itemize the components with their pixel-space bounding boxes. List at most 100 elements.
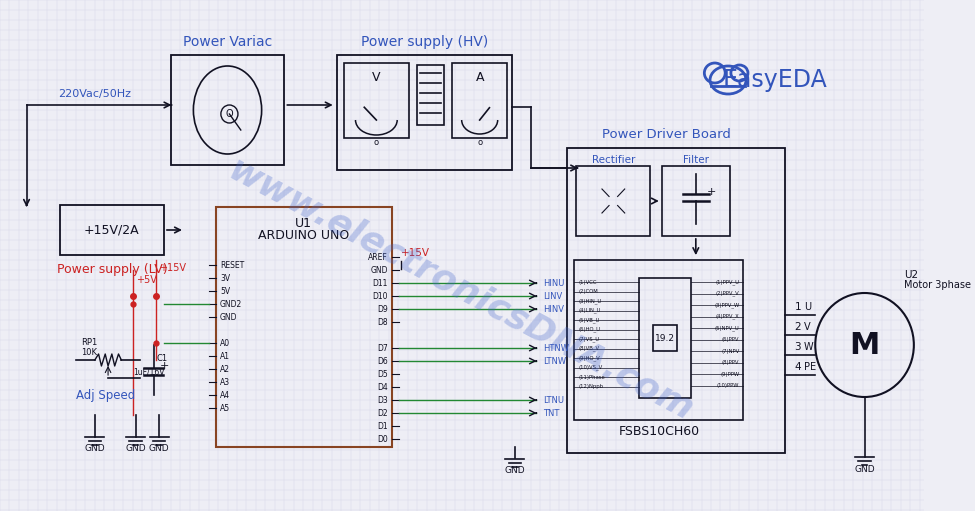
Text: U2: U2 [905,270,918,280]
Text: (2)PPV_V: (2)PPV_V [716,291,739,296]
Text: 1: 1 [795,302,801,312]
Text: (6)HO_U: (6)HO_U [578,327,601,332]
Text: A5: A5 [220,404,230,412]
Text: W: W [803,342,813,352]
Text: 5V: 5V [220,287,230,295]
Bar [452,63,507,138]
Text: o: o [477,137,483,147]
Text: D8: D8 [377,317,388,327]
Text: (11)Phase: (11)Phase [578,375,605,380]
Text: HINU: HINU [543,278,565,288]
Text: D1: D1 [377,422,388,430]
Text: GND: GND [370,266,388,274]
Text: +15V: +15V [401,248,430,258]
Text: 220Vac/50Hz: 220Vac/50Hz [58,89,132,99]
Bar [574,260,743,420]
Bar [417,65,444,125]
Text: V: V [803,322,810,332]
Text: U1: U1 [295,217,312,229]
Text: 10K: 10K [82,347,98,357]
Text: (8)PPV: (8)PPV [722,360,739,365]
Text: D5: D5 [377,369,388,379]
Text: (7)VS_U: (7)VS_U [578,336,600,342]
Text: (3)PPV_W: (3)PPV_W [714,302,739,308]
Text: D0: D0 [377,434,388,444]
Text: Power supply (LV): Power supply (LV) [57,263,167,275]
Text: GND: GND [220,313,238,321]
Text: (2)COM: (2)COM [578,289,598,294]
Text: C1: C1 [156,354,168,362]
Text: LTNU: LTNU [543,396,565,405]
Text: TNT: TNT [543,408,560,417]
Text: ARDUINO UNO: ARDUINO UNO [258,228,349,242]
Text: M: M [849,331,879,360]
Text: Adj Speed: Adj Speed [76,388,136,402]
Bar [652,325,678,351]
Bar [566,148,785,453]
Text: A2: A2 [220,364,230,374]
Text: A1: A1 [220,352,230,360]
Text: GND: GND [125,444,146,453]
Text: (4)PPV_X: (4)PPV_X [716,314,739,319]
Text: Power Driver Board: Power Driver Board [602,128,731,141]
Text: (9)HO_V: (9)HO_V [578,355,600,361]
Text: AREF: AREF [368,252,388,262]
Text: D11: D11 [372,278,388,288]
Bar [216,207,392,447]
Text: +5V: +5V [136,275,156,285]
Bar [336,55,512,170]
Text: (5)NPV_U: (5)NPV_U [715,325,739,331]
Text: EasyEDA: EasyEDA [723,68,828,92]
Text: 4: 4 [795,362,801,372]
Text: Motor 3phase: Motor 3phase [905,280,971,290]
Text: 1uF/16V: 1uF/16V [133,367,164,377]
Bar [59,205,164,255]
Text: O: O [225,109,233,119]
Text: U: U [803,302,811,312]
Text: D7: D7 [377,343,388,353]
Text: 2: 2 [795,322,801,332]
Text: GND: GND [504,466,526,475]
Text: GND2: GND2 [220,299,242,309]
Text: A: A [476,71,484,83]
Text: Power supply (HV): Power supply (HV) [361,35,488,49]
Text: D3: D3 [377,396,388,405]
Text: (4)LIN_U: (4)LIN_U [578,308,601,313]
Text: 19.2: 19.2 [655,334,675,342]
Text: +15V: +15V [159,263,186,273]
Text: (1)VCC: (1)VCC [578,280,597,285]
Text: GND: GND [149,444,170,453]
Text: Filter: Filter [682,155,709,165]
Text: (5)VB_U: (5)VB_U [578,317,600,323]
Text: GND: GND [854,464,875,474]
Text: (8)VB_V: (8)VB_V [578,345,600,352]
Text: +: + [160,361,170,371]
Text: (10)PPW: (10)PPW [717,383,739,388]
Text: FSBS10CH60: FSBS10CH60 [618,425,699,437]
Text: RESET: RESET [220,261,244,269]
Bar [639,278,691,398]
Text: GND: GND [85,444,105,453]
Ellipse shape [704,77,752,95]
Text: o: o [373,137,379,147]
Text: D9: D9 [377,305,388,314]
Text: A4: A4 [220,390,230,400]
Text: (6)PPV: (6)PPV [722,337,739,342]
Bar [171,55,285,165]
Text: LINV: LINV [543,291,563,300]
Text: D4: D4 [377,383,388,391]
Text: HINV: HINV [543,305,565,314]
Bar [576,166,650,236]
Text: D2: D2 [377,408,388,417]
Text: +15V/2A: +15V/2A [84,223,139,237]
Text: (12)Nppb: (12)Nppb [578,384,604,389]
Text: (9)PPW: (9)PPW [721,371,739,377]
Bar [344,63,409,138]
Text: +: + [706,187,716,197]
Text: 3: 3 [795,342,801,352]
Text: (7)NPV: (7)NPV [722,349,739,354]
Text: A3: A3 [220,378,230,386]
Text: Power Variac: Power Variac [183,35,272,49]
Text: D10: D10 [372,291,388,300]
Text: (3)HIN_U: (3)HIN_U [578,298,602,304]
